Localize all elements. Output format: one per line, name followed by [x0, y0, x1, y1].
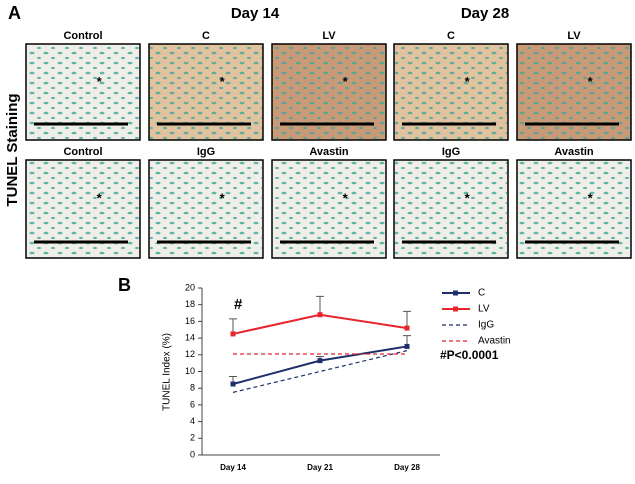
- row-label: TUNEL Staining: [4, 93, 21, 206]
- series-line: [232, 313, 408, 335]
- legend-label: LV: [478, 304, 490, 315]
- asterisk: *: [465, 191, 471, 206]
- panel-title: Control: [63, 30, 102, 42]
- data-point: [404, 343, 410, 349]
- series-line: [232, 345, 408, 385]
- asterisk: *: [465, 74, 471, 89]
- day-header: Day 14: [231, 5, 280, 22]
- data-point: [404, 325, 410, 331]
- panel-label: A: [8, 3, 21, 23]
- asterisk: *: [343, 74, 349, 89]
- x-tick-label: Day 14: [220, 463, 246, 472]
- day-header: Day 28: [461, 5, 509, 22]
- y-tick-label: 20: [185, 282, 195, 292]
- error-bar: [403, 310, 411, 329]
- panel-title: LV: [567, 30, 581, 42]
- panels: Control * C * LV * C * LV * Control * IgG * Avastin * Ig…: [25, 30, 632, 259]
- error-bar: [229, 318, 237, 334]
- panel-title: C: [447, 30, 455, 42]
- panel-title: C: [202, 30, 210, 42]
- y-tick-label: 14: [185, 332, 195, 342]
- asterisk: *: [220, 191, 226, 206]
- panel-title: IgG: [442, 146, 460, 158]
- y-axis-label: TUNEL Index (%): [162, 333, 173, 411]
- panel-title: Control: [63, 146, 102, 158]
- legend-label: C: [478, 288, 485, 299]
- x-tick-label: Day 21: [307, 463, 333, 472]
- y-tick-label: 16: [185, 316, 195, 326]
- legend-label: IgG: [478, 320, 494, 331]
- legend-marker: [453, 306, 458, 312]
- asterisk: *: [97, 74, 103, 89]
- asterisk: *: [97, 191, 103, 206]
- y-tick-label: 18: [185, 299, 195, 309]
- y-tick-label: 8: [190, 383, 195, 393]
- series-line: [232, 350, 408, 393]
- annotation: #P<0.0001: [440, 348, 499, 362]
- y-tick-label: 0: [190, 449, 195, 459]
- panel-title: Avastin: [554, 146, 594, 158]
- y-tick-label: 4: [190, 416, 195, 426]
- legend-marker: [453, 290, 458, 296]
- y-tick-label: 6: [190, 399, 195, 409]
- asterisk: *: [588, 191, 594, 206]
- panel-title: IgG: [197, 146, 215, 158]
- data-point: [317, 312, 323, 318]
- data-point: [230, 381, 236, 387]
- panel-title: Avastin: [309, 146, 349, 158]
- asterisk: *: [588, 74, 594, 89]
- asterisk: *: [343, 191, 349, 206]
- asterisk: *: [220, 74, 226, 89]
- data-point: [230, 331, 236, 337]
- chart: 0 2 4 6 8 10 12 14 16 18 20 Day 14 Day 21 Day 28 TUNEL…: [162, 282, 511, 472]
- x-tick-label: Day 28: [394, 463, 420, 472]
- legend-label: Avastin: [478, 336, 511, 347]
- y-tick-label: 10: [185, 366, 195, 376]
- y-tick-label: 2: [190, 433, 195, 443]
- data-point: [317, 358, 323, 364]
- error-bar: [316, 295, 324, 315]
- y-tick-label: 12: [185, 349, 195, 359]
- panel-title: LV: [322, 30, 336, 42]
- annotation: #: [234, 296, 243, 313]
- panel-label: B: [118, 275, 131, 295]
